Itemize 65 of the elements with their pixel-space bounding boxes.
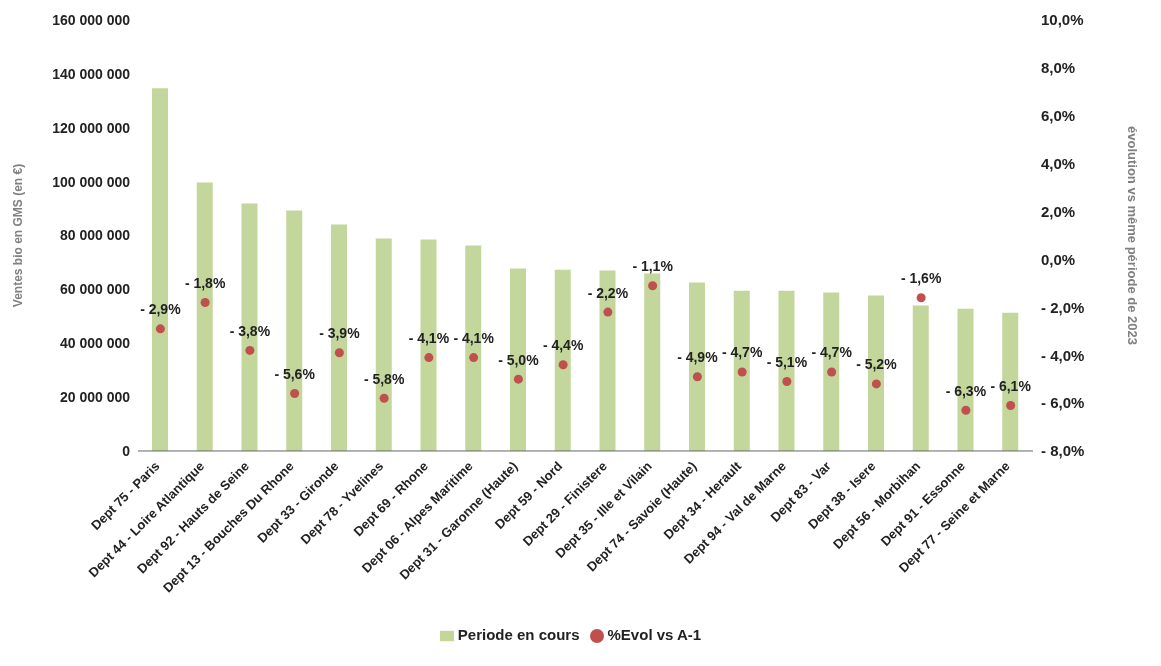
point — [961, 405, 971, 415]
data-label: - 5,8% — [363, 370, 405, 387]
point — [692, 372, 702, 382]
point — [737, 367, 747, 377]
point — [916, 293, 926, 303]
y2-tick-label: - 6,0% — [1041, 394, 1085, 412]
point — [558, 360, 568, 370]
data-label: - 3,9% — [319, 325, 361, 342]
data-label: - 1,8% — [184, 275, 226, 292]
point — [603, 307, 613, 317]
point — [469, 353, 479, 363]
data-label: - 2,2% — [587, 284, 629, 301]
point — [290, 389, 300, 399]
data-label: - 4,4% — [542, 337, 584, 354]
y-tick-label: 140 000 000 — [52, 65, 131, 82]
y2-axis-title: évolution vs même période de 2023 — [1125, 126, 1141, 345]
point — [871, 379, 881, 389]
y-tick-label: 0 — [122, 442, 131, 459]
y-tick-label: 20 000 000 — [59, 389, 131, 406]
y-axis-title: Ventes bio en GMS (en €) — [11, 163, 26, 308]
data-label: - 6,3% — [945, 382, 987, 399]
point — [782, 377, 792, 387]
point — [379, 393, 389, 403]
y2-tick-label: 8,0% — [1041, 59, 1076, 77]
point — [334, 348, 344, 358]
y2-tick-label: 4,0% — [1041, 154, 1076, 172]
data-label: - 4,7% — [721, 344, 763, 361]
data-label: - 4,1% — [408, 330, 450, 347]
y-tick-label: 120 000 000 — [52, 119, 131, 136]
data-label: - 4,1% — [453, 330, 495, 347]
y2-tick-label: - 2,0% — [1041, 298, 1085, 316]
data-label: - 4,7% — [811, 344, 853, 361]
data-label: - 1,6% — [900, 270, 942, 287]
data-label: - 5,0% — [498, 351, 540, 368]
point — [424, 353, 434, 363]
legend-label: %Evol vs A-1 — [607, 625, 702, 643]
data-label: - 3,8% — [229, 322, 271, 339]
y2-tick-label: 10,0% — [1041, 11, 1084, 29]
y2-tick-label: 0,0% — [1041, 250, 1076, 268]
point — [1006, 400, 1016, 410]
y-tick-label: 40 000 000 — [59, 335, 131, 352]
y-tick-label: 60 000 000 — [59, 281, 131, 298]
y2-tick-label: 6,0% — [1041, 107, 1076, 125]
data-label: - 5,6% — [274, 365, 316, 382]
y-tick-label: 100 000 000 — [52, 173, 131, 190]
data-label: - 6,1% — [990, 377, 1032, 394]
point — [827, 367, 837, 377]
data-label: - 2,9% — [140, 301, 182, 318]
bar — [912, 305, 929, 451]
y2-tick-label: 2,0% — [1041, 202, 1076, 220]
y2-tick-label: - 8,0% — [1041, 442, 1085, 460]
data-label: - 4,9% — [677, 349, 719, 366]
data-label: - 5,1% — [766, 354, 808, 371]
y-tick-label: 80 000 000 — [59, 227, 131, 244]
data-label: - 1,1% — [632, 258, 674, 275]
data-label: - 5,2% — [856, 356, 898, 373]
bar — [644, 273, 661, 451]
point — [155, 324, 165, 334]
point — [200, 298, 210, 308]
point — [513, 374, 523, 384]
point — [245, 345, 255, 355]
y2-tick-label: - 4,0% — [1041, 346, 1085, 364]
legend-label: Periode en cours — [457, 625, 580, 643]
y-tick-label: 160 000 000 — [52, 11, 131, 28]
point — [648, 281, 658, 291]
